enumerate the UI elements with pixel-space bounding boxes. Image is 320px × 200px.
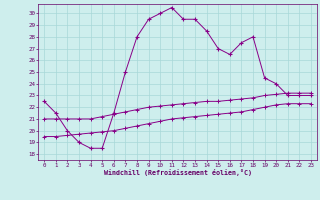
X-axis label: Windchill (Refroidissement éolien,°C): Windchill (Refroidissement éolien,°C) [104, 169, 252, 176]
